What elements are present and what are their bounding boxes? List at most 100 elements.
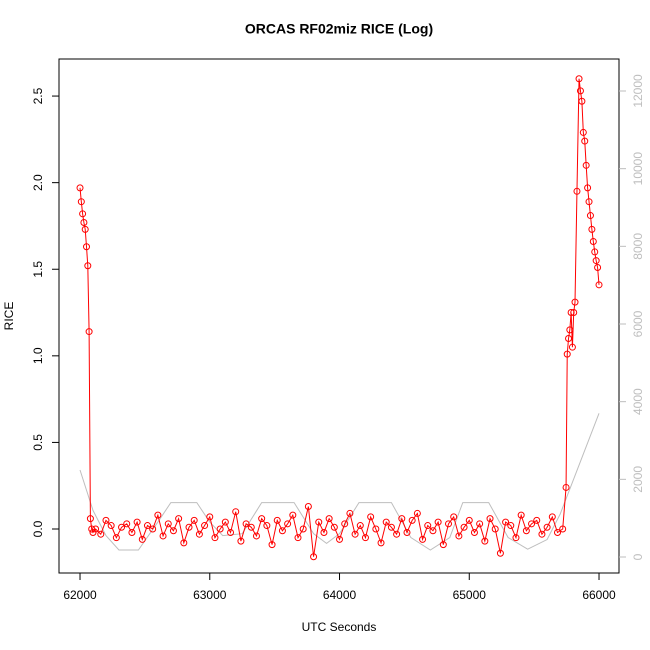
data-point: [169, 527, 177, 535]
data-point: [377, 539, 385, 547]
data-point: [470, 528, 478, 536]
data-point: [592, 257, 600, 265]
y2-tick-label: 6000: [631, 310, 645, 337]
data-point: [133, 518, 141, 526]
data-point: [227, 528, 235, 536]
data-point: [419, 535, 427, 543]
data-point: [86, 515, 94, 523]
data-point: [403, 528, 411, 536]
data-point: [528, 520, 536, 528]
data-point: [102, 516, 110, 524]
x-tick-label: 64000: [323, 588, 357, 602]
data-point: [570, 309, 578, 317]
data-point: [273, 516, 281, 524]
data-point: [299, 525, 307, 533]
data-point: [575, 75, 583, 83]
data-point: [201, 522, 209, 530]
data-point: [594, 264, 602, 272]
data-point: [81, 225, 89, 233]
data-point: [242, 520, 250, 528]
data-point: [304, 502, 312, 510]
data-point: [361, 534, 369, 542]
data-point: [128, 528, 136, 536]
y-tick-label: 1.0: [31, 347, 45, 364]
data-point: [481, 537, 489, 545]
data-point: [84, 262, 92, 270]
data-point: [79, 210, 87, 218]
data-point: [565, 335, 573, 343]
data-point: [149, 525, 157, 533]
data-point: [455, 532, 463, 540]
y2-tick-label: 10000: [631, 152, 645, 186]
data-point: [507, 522, 515, 530]
data-line: [79, 78, 600, 557]
data-point: [517, 511, 525, 519]
y-tick-label: 0.0: [31, 520, 45, 537]
y-tick-label: 2.5: [31, 87, 45, 104]
data-point: [585, 198, 593, 206]
data-point: [559, 525, 567, 533]
data-point: [76, 184, 84, 192]
data-point: [237, 537, 245, 545]
data-point: [258, 515, 266, 523]
y2-tick-label: 0: [631, 553, 645, 560]
data-point: [595, 281, 603, 289]
data-point: [382, 518, 390, 526]
data-point: [424, 522, 432, 530]
data-point: [502, 518, 510, 526]
data-point: [216, 525, 224, 533]
data-point: [553, 528, 561, 536]
y-tick-label: 0.5: [31, 434, 45, 451]
x-tick-label: 63000: [193, 588, 227, 602]
data-point: [351, 530, 359, 538]
data-point: [486, 515, 494, 523]
data-point: [548, 513, 556, 521]
y2-tick-label: 4000: [631, 388, 645, 415]
data-point: [566, 326, 574, 334]
x-tick-label: 65000: [453, 588, 487, 602]
data-point: [154, 511, 162, 519]
data-point: [278, 527, 286, 535]
data-point: [190, 516, 198, 524]
data-point: [310, 553, 318, 561]
data-point: [589, 238, 597, 246]
data-point: [336, 535, 344, 543]
x-tick-label: 62000: [63, 588, 97, 602]
data-point: [465, 516, 473, 524]
x-tick-label: 66000: [582, 588, 616, 602]
data-point: [573, 187, 581, 195]
data-point: [398, 515, 406, 523]
data-point: [533, 516, 541, 524]
data-point: [195, 530, 203, 538]
data-point: [159, 532, 167, 540]
data-point: [450, 513, 458, 521]
data-point: [522, 527, 530, 535]
data-point: [571, 298, 579, 306]
data-point: [568, 343, 576, 351]
data-point: [211, 534, 219, 542]
data-point: [185, 523, 193, 531]
data-point: [367, 513, 375, 521]
data-point: [460, 523, 468, 531]
data-point: [247, 523, 255, 531]
data-point: [512, 534, 520, 542]
y-tick-label: 1.5: [31, 261, 45, 278]
data-point: [581, 137, 589, 145]
data-point: [80, 218, 88, 226]
data-point: [579, 128, 587, 136]
data-point: [180, 539, 188, 547]
data-point: [586, 212, 594, 220]
data-point: [294, 534, 302, 542]
data-point: [439, 541, 447, 549]
data-point: [88, 525, 96, 533]
data-point: [491, 525, 499, 533]
data-point: [206, 513, 214, 521]
data-point: [268, 541, 276, 549]
data-point: [496, 549, 504, 557]
data-point: [346, 509, 354, 517]
data-point: [372, 525, 380, 533]
data-point: [576, 87, 584, 95]
data-point: [252, 532, 260, 540]
data-point: [85, 328, 93, 336]
